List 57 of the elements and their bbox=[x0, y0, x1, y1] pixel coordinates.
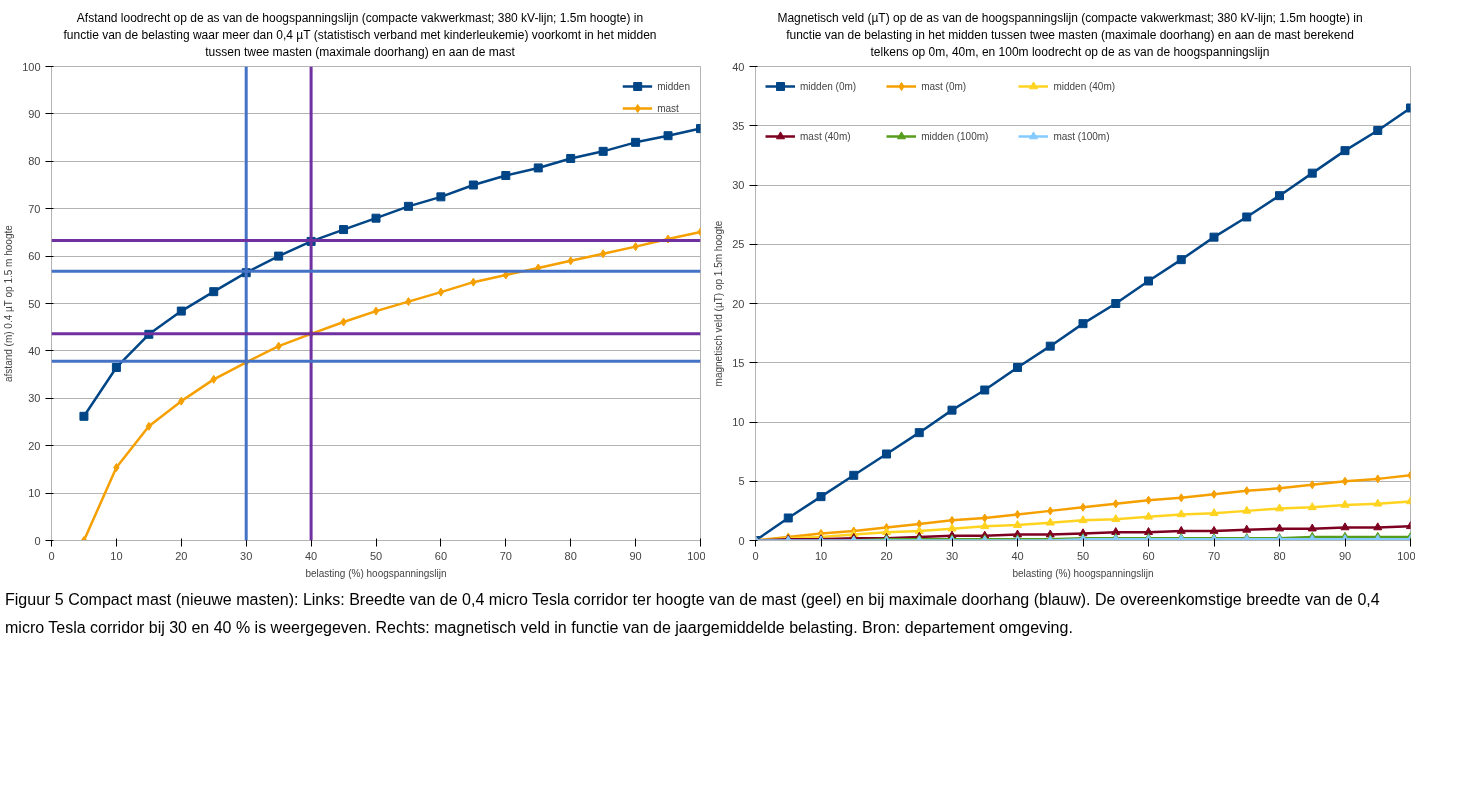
y-tick-label: 20 bbox=[28, 440, 41, 453]
legend-label: mast (100m) bbox=[1053, 130, 1110, 143]
y-tick-label: 10 bbox=[28, 487, 41, 500]
y-tick-label: 60 bbox=[28, 250, 41, 263]
y-tick-label: 50 bbox=[28, 297, 41, 310]
y-tick-label: 40 bbox=[732, 60, 745, 73]
legend-label: midden bbox=[657, 80, 690, 93]
x-tick-label: 50 bbox=[369, 549, 383, 562]
x-tick-label: 10 bbox=[814, 549, 828, 562]
y-tick-label: 35 bbox=[732, 120, 745, 133]
y-tick-label: 90 bbox=[28, 108, 41, 121]
x-tick-label: 50 bbox=[1076, 549, 1090, 562]
y-tick-label: 20 bbox=[732, 297, 745, 310]
legend-label: mast (40m) bbox=[800, 130, 851, 143]
x-tick-label: 80 bbox=[1273, 549, 1286, 562]
x-axis-title: belasting (%) hoogspanningslijn bbox=[305, 567, 447, 579]
x-tick-label: 80 bbox=[564, 549, 577, 562]
x-tick-label: 30 bbox=[240, 549, 253, 562]
chart-title: Magnetisch veld (µT) op de as van de hoogspanningslijn (compacte vakwerkmast; 380 kV-lijn; 1.5m hoogte) in functie van de belasting in het midden tussen twee masten (maximale doorhang) en aan de mast berekend telkens op 0m, 40m, en 100m loodrecht op de as van de hoogspanningslijn bbox=[776, 10, 1364, 62]
y-tick-label: 30 bbox=[732, 179, 745, 192]
x-tick-label: 90 bbox=[1338, 549, 1352, 562]
x-tick-label: 40 bbox=[304, 549, 318, 562]
legend-label: mast (0m) bbox=[921, 80, 967, 93]
x-tick-label: 0 bbox=[48, 549, 55, 562]
x-tick-label: 30 bbox=[945, 549, 959, 562]
x-tick-label: 0 bbox=[752, 549, 759, 562]
y-tick-label: 100 bbox=[22, 60, 41, 73]
y-tick-label: 0 bbox=[738, 534, 745, 547]
x-axis-title: belasting (%) hoogspanningslijn bbox=[1012, 567, 1154, 579]
text: Figuur 5 Compact mast (nieuwe masten): Links: Breedte van de 0,4 micro Tesla corridor ter hoogte van de mast (geel) en bij maximale doorhang (blauw). De overeenkomstige breedte van de 0,4 micro Tesla corridor bij 30 en 40 % is weergegeven. Rechts: magnetisch veld in functie van de jaargemiddelde belasting. Bron: departement omgeving. bbox=[5, 590, 1381, 638]
x-tick-label: 70 bbox=[1207, 549, 1221, 562]
y-tick-label: 5 bbox=[738, 475, 745, 488]
x-tick-label: 70 bbox=[499, 549, 512, 562]
y-tick-label: 25 bbox=[732, 238, 745, 251]
y-axis-title: afstand (m) 0.4 µT op 1.5 m hoogte bbox=[3, 225, 15, 383]
legend-label: midden (100m) bbox=[921, 130, 989, 143]
x-tick-label: 60 bbox=[1142, 549, 1155, 562]
x-tick-label: 20 bbox=[175, 549, 188, 562]
x-tick-label: 10 bbox=[110, 549, 123, 562]
x-tick-label: 90 bbox=[629, 549, 642, 562]
y-axis-title: magnetisch veld (µT) op 1.5m hoogte bbox=[713, 220, 725, 387]
legend-label: midden (40m) bbox=[1053, 80, 1116, 93]
x-tick-label: 100 bbox=[687, 549, 706, 562]
chart-title: Afstand loodrecht op de as van de hoogspanningslijn (compacte vakwerkmast; 380 kV-lijn; 1.5m hoogte) in functie van de belasting waar meer dan 0,4 µT (statistisch verband met kinderleukemie) voorkomt in het midden tussen twee masten (maximale doorhang) en aan de mast bbox=[62, 10, 658, 62]
y-tick-label: 30 bbox=[28, 392, 41, 405]
legend-label: midden (0m) bbox=[800, 80, 857, 93]
y-tick-label: 10 bbox=[732, 416, 745, 429]
x-tick-label: 100 bbox=[1397, 549, 1416, 562]
x-tick-label: 20 bbox=[880, 549, 893, 562]
y-tick-label: 40 bbox=[28, 345, 41, 358]
y-tick-label: 15 bbox=[732, 357, 745, 370]
legend-label: mast bbox=[657, 102, 679, 115]
y-tick-label: 0 bbox=[34, 534, 41, 547]
x-tick-label: 40 bbox=[1011, 549, 1024, 562]
y-tick-label: 70 bbox=[28, 203, 41, 216]
y-tick-label: 80 bbox=[28, 155, 41, 168]
x-tick-label: 60 bbox=[434, 549, 448, 562]
